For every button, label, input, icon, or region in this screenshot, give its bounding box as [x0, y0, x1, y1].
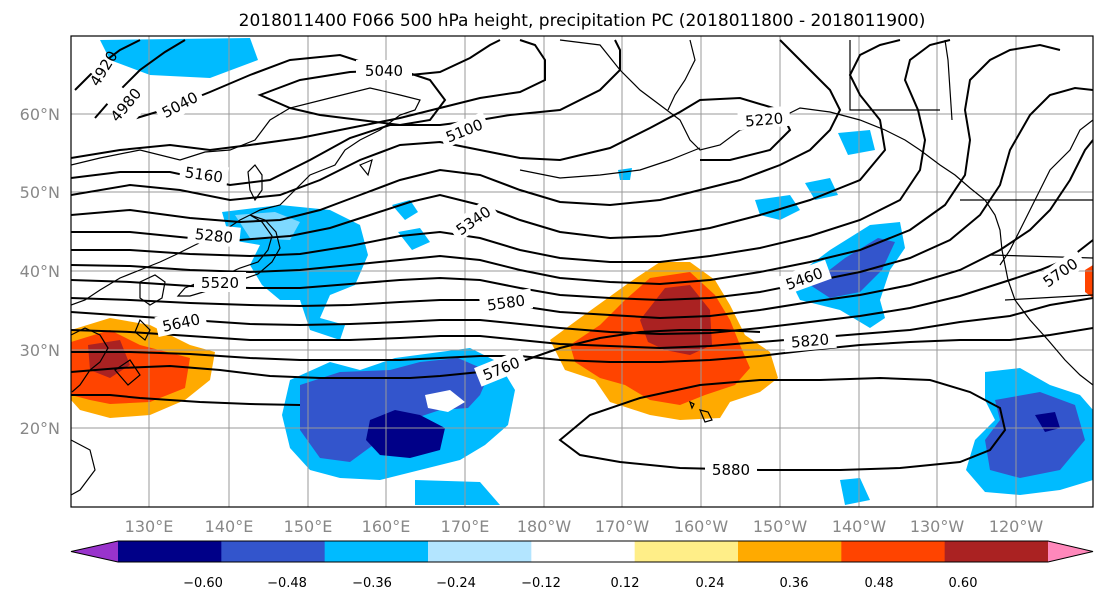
colorbar-tick-label: 0.48 [865, 576, 894, 591]
colorbar-swatch [841, 541, 946, 562]
coast-alaska [559, 39, 1093, 386]
lon-axis: 130°E 140°E 150°E 160°E 170°E 180°W 170°… [125, 517, 1044, 536]
lon-tick-label: 130°W [910, 517, 965, 536]
lat-tick-label: 50°N [20, 183, 60, 202]
lat-tick-label: 60°N [20, 105, 60, 124]
lon-tick-label: 150°W [753, 517, 808, 536]
lat-axis: 60°N 50°N 40°N 30°N 20°N [20, 105, 60, 438]
coast-japan [176, 214, 281, 297]
colorbar-swatch [221, 541, 326, 562]
lon-tick-label: 180°W [517, 517, 572, 536]
precip-blob-nw [100, 38, 258, 78]
colorbar-tick-label: 0.60 [949, 576, 978, 591]
colorbar-outline [70, 540, 1094, 563]
map-area: 4920 4980 5040 5040 5100 5160 5220 5280 … [71, 36, 1093, 507]
lat-tick-label: 20°N [20, 419, 60, 438]
colorbar-swatch [118, 541, 222, 562]
lon-tick-label: 140°W [832, 517, 887, 536]
colorbar-swatch [738, 541, 842, 562]
colorbar-swatch [428, 541, 532, 562]
map-title: 2018011400 F066 500 hPa height, precipit… [239, 11, 926, 31]
colorbar-extend-max [1048, 541, 1093, 562]
colorbar-tick-label: 0.12 [611, 576, 640, 591]
contour-label-5580: 5580 [486, 291, 526, 314]
lon-tick-label: 160°W [674, 517, 729, 536]
colorbar-swatch [634, 541, 739, 562]
height-contours [71, 39, 1093, 471]
lat-tick-label: 40°N [20, 262, 60, 281]
coast-hawaii [698, 409, 713, 423]
colorbar-tick-label: −0.60 [183, 576, 223, 591]
colorbar-swatch [324, 541, 429, 562]
contour-label-5040-a: 5040 [365, 62, 403, 80]
graticule [71, 36, 1093, 507]
lat-tick-label: 30°N [20, 341, 60, 360]
contour-label-5820: 5820 [790, 330, 830, 351]
contour-label-5880: 5880 [712, 461, 750, 479]
colorbar-tick-label: 0.36 [780, 576, 809, 591]
colorbar-tick-labels: −0.60 −0.48 −0.36 −0.24 −0.12 0.12 0.24 … [183, 576, 977, 591]
lon-tick-label: 170°W [595, 517, 650, 536]
colorbar-tick-label: 0.24 [696, 576, 725, 591]
colorbar-tick-label: −0.36 [352, 576, 392, 591]
map-frame [70, 35, 1094, 508]
lon-tick-label: 130°E [125, 517, 174, 536]
colorbar-swatch [531, 541, 636, 562]
contour-label-5160: 5160 [184, 163, 224, 186]
coastlines [71, 39, 1093, 496]
lon-tick-label: 120°W [989, 517, 1044, 536]
lon-tick-label: 160°E [362, 517, 411, 536]
colorbar-tick-label: −0.24 [436, 576, 476, 591]
contour-label-5280: 5280 [194, 225, 234, 247]
colorbar-swatch [944, 541, 1049, 562]
colorbar-tick-label: −0.12 [521, 576, 561, 591]
colorbar [70, 540, 1094, 563]
colorbar-extend-min [71, 541, 118, 562]
contour-label-5220: 5220 [744, 109, 784, 130]
colorbar-tick-label: −0.48 [267, 576, 307, 591]
lon-tick-label: 150°E [284, 517, 333, 536]
lon-tick-label: 170°E [441, 517, 490, 536]
lon-tick-label: 140°E [205, 517, 254, 536]
contour-label-5520: 5520 [201, 274, 239, 292]
